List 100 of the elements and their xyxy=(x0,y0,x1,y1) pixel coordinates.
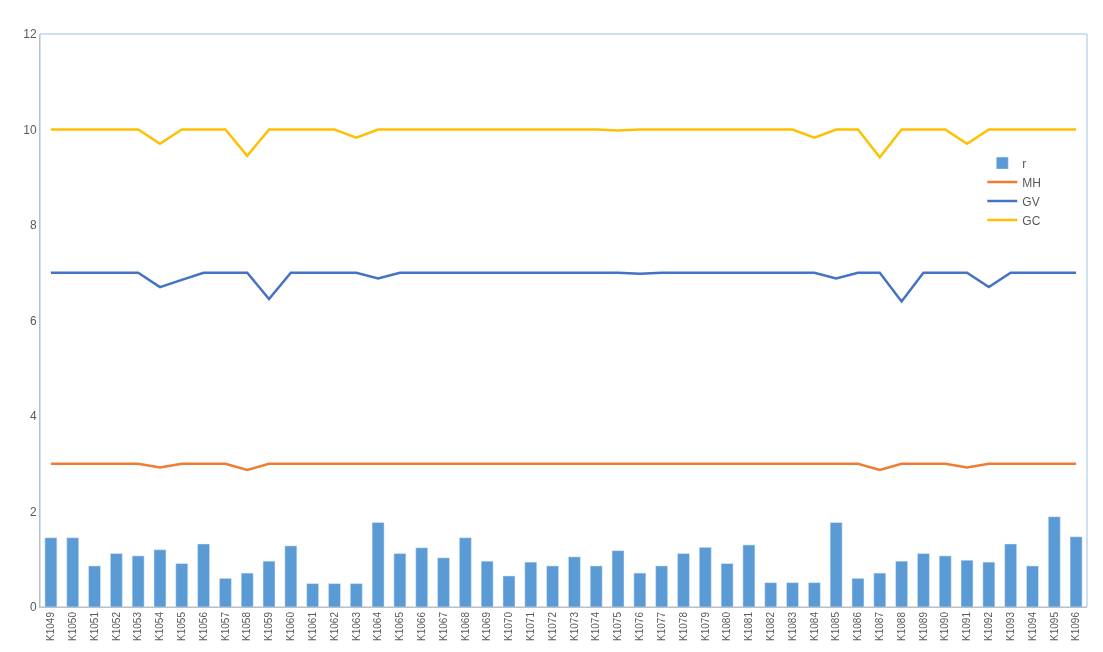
legend-label: GV xyxy=(1022,194,1040,209)
bar xyxy=(88,565,101,607)
bar xyxy=(873,572,887,607)
bar xyxy=(808,582,821,607)
x-tick-label: K1062 xyxy=(328,611,340,641)
x-tick-label: K1078 xyxy=(677,611,689,641)
x-tick-label: K1093 xyxy=(1004,611,1016,641)
x-tick-label: K1050 xyxy=(66,611,78,641)
bar xyxy=(699,547,712,607)
x-tick-label: K1088 xyxy=(895,611,907,641)
x-tick-label: K1071 xyxy=(525,611,537,641)
line-series xyxy=(49,271,1078,303)
x-tick-label: K1054 xyxy=(154,611,166,641)
x-tick-label: K1069 xyxy=(481,611,493,641)
bar xyxy=(262,560,276,607)
x-tick-label: K1058 xyxy=(241,611,253,641)
bar xyxy=(44,537,58,607)
x-tick-label: K1057 xyxy=(219,611,231,641)
y-tick-label: 4 xyxy=(29,409,37,424)
x-tick-label: K1052 xyxy=(110,611,122,641)
x-tick-label: K1092 xyxy=(983,611,995,641)
bar xyxy=(786,582,799,607)
bar xyxy=(568,556,581,607)
x-tick-label: K1065 xyxy=(394,611,406,641)
y-tick-label: 2 xyxy=(29,504,37,519)
bar xyxy=(350,583,363,607)
x-tick-label: K1094 xyxy=(1026,611,1038,641)
x-tick-label: K1056 xyxy=(197,611,209,641)
x-tick-label: K1076 xyxy=(634,611,646,641)
bar xyxy=(480,560,494,607)
bar xyxy=(459,537,472,607)
bar xyxy=(655,565,668,607)
x-tick-label: K1074 xyxy=(590,611,602,641)
bar xyxy=(437,557,450,607)
x-tick-label: K1084 xyxy=(808,611,820,641)
x-tick-label: K1086 xyxy=(852,611,864,641)
bar xyxy=(110,553,123,607)
bar xyxy=(677,553,690,607)
bar xyxy=(240,572,254,607)
y-tick-label: 0 xyxy=(29,600,37,615)
x-tick-label: K1095 xyxy=(1048,611,1060,641)
y-tick-label: 6 xyxy=(29,313,37,328)
legend-label: MH xyxy=(1022,175,1041,190)
bar xyxy=(328,583,341,607)
x-tick-label: K1063 xyxy=(350,611,362,641)
bar xyxy=(960,559,974,607)
x-tick-label: K1089 xyxy=(917,611,929,641)
bar xyxy=(219,578,232,607)
y-tick-label: 12 xyxy=(23,27,37,42)
bar xyxy=(306,583,319,607)
bar xyxy=(982,561,996,607)
bar xyxy=(153,549,167,607)
x-tick-label: K1066 xyxy=(415,611,427,641)
bar xyxy=(197,543,210,607)
x-tick-label: K1083 xyxy=(786,611,798,641)
bar xyxy=(502,575,516,607)
bar xyxy=(1026,565,1039,607)
x-tick-label: K1067 xyxy=(437,611,449,641)
x-tick-label: K1051 xyxy=(88,611,100,641)
x-tick-label: K1072 xyxy=(546,611,558,641)
x-tick-label: K1091 xyxy=(961,611,973,641)
bar xyxy=(524,561,538,607)
bar xyxy=(1004,543,1017,607)
x-tick-label: K1060 xyxy=(285,611,297,641)
bar xyxy=(66,537,79,607)
bar xyxy=(720,563,734,607)
bar xyxy=(938,555,952,607)
x-tick-label: K1090 xyxy=(939,611,951,641)
y-tick-label: 10 xyxy=(23,122,37,137)
legend-label: GC xyxy=(1022,213,1041,228)
bar xyxy=(895,560,908,607)
x-tick-label: K1059 xyxy=(263,611,275,641)
bar xyxy=(589,565,603,607)
x-tick-label: K1055 xyxy=(176,611,188,641)
bar xyxy=(829,522,843,607)
bar xyxy=(764,582,777,607)
bar xyxy=(742,544,756,607)
x-tick-label: K1075 xyxy=(612,611,624,641)
x-tick-label: K1053 xyxy=(132,611,144,641)
bar xyxy=(917,553,930,607)
x-tick-label: K1079 xyxy=(699,611,711,641)
bar xyxy=(1048,516,1061,607)
bar xyxy=(175,563,189,607)
x-tick-label: K1068 xyxy=(459,611,471,641)
legend-label: r xyxy=(1022,156,1027,171)
x-tick-label: K1061 xyxy=(306,611,318,641)
x-tick-label: K1064 xyxy=(372,611,384,641)
x-tick-label: K1049 xyxy=(45,611,57,641)
bar xyxy=(633,572,647,607)
bar xyxy=(131,555,145,607)
x-tick-label: K1082 xyxy=(764,611,776,641)
x-tick-label: K1096 xyxy=(1070,611,1082,641)
bar xyxy=(851,578,865,607)
y-tick-label: 8 xyxy=(29,218,37,233)
bar xyxy=(415,547,428,607)
x-tick-label: K1087 xyxy=(874,611,886,641)
bar xyxy=(393,553,407,607)
bar xyxy=(546,565,559,607)
bar xyxy=(284,545,298,607)
x-tick-label: K1073 xyxy=(568,611,580,641)
